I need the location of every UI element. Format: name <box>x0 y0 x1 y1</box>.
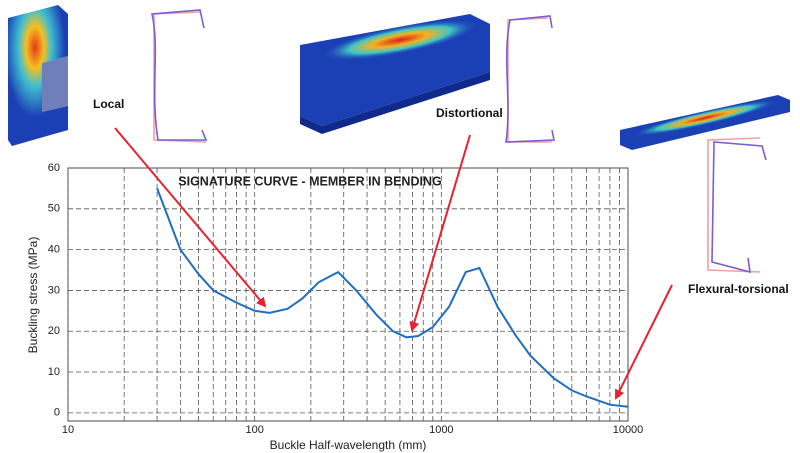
arrow <box>114 127 267 308</box>
y-tick-label: 50 <box>48 203 60 215</box>
flexural-torsional-mode-section <box>707 137 767 274</box>
y-tick-label: 10 <box>48 366 60 378</box>
y-tick-label: 60 <box>48 162 60 174</box>
local-mode-section <box>151 9 208 143</box>
x-tick-label: 10 <box>62 424 74 436</box>
y-tick-label: 30 <box>48 284 60 296</box>
y-tick-label: 0 <box>54 407 60 419</box>
y-tick-label: 20 <box>48 325 60 337</box>
arrow <box>409 134 471 332</box>
plot-frame <box>67 167 629 422</box>
arrow <box>615 284 673 400</box>
x-tick-label: 1000 <box>429 424 453 436</box>
y-tick-label: 40 <box>48 244 60 256</box>
annotation: Distortional <box>436 106 503 120</box>
y-axis-label: Buckling stress (MPa) <box>26 237 40 354</box>
local-mode-model <box>8 5 68 146</box>
x-axis-label: Buckle Half-wavelength (mm) <box>270 438 427 452</box>
annotation: Flexural-torsional <box>688 282 789 296</box>
x-tick-label: 10000 <box>613 424 644 436</box>
arrows <box>114 127 673 400</box>
x-tick-label: 100 <box>245 424 263 436</box>
data-line <box>156 188 629 408</box>
chart-title: SIGNATURE CURVE - MEMBER IN BENDING <box>178 174 441 188</box>
flexural-torsional-mode-model <box>620 95 790 150</box>
distortional-mode-model <box>300 14 490 134</box>
annotation: Local <box>93 97 124 111</box>
distortional-mode-section <box>505 15 555 143</box>
